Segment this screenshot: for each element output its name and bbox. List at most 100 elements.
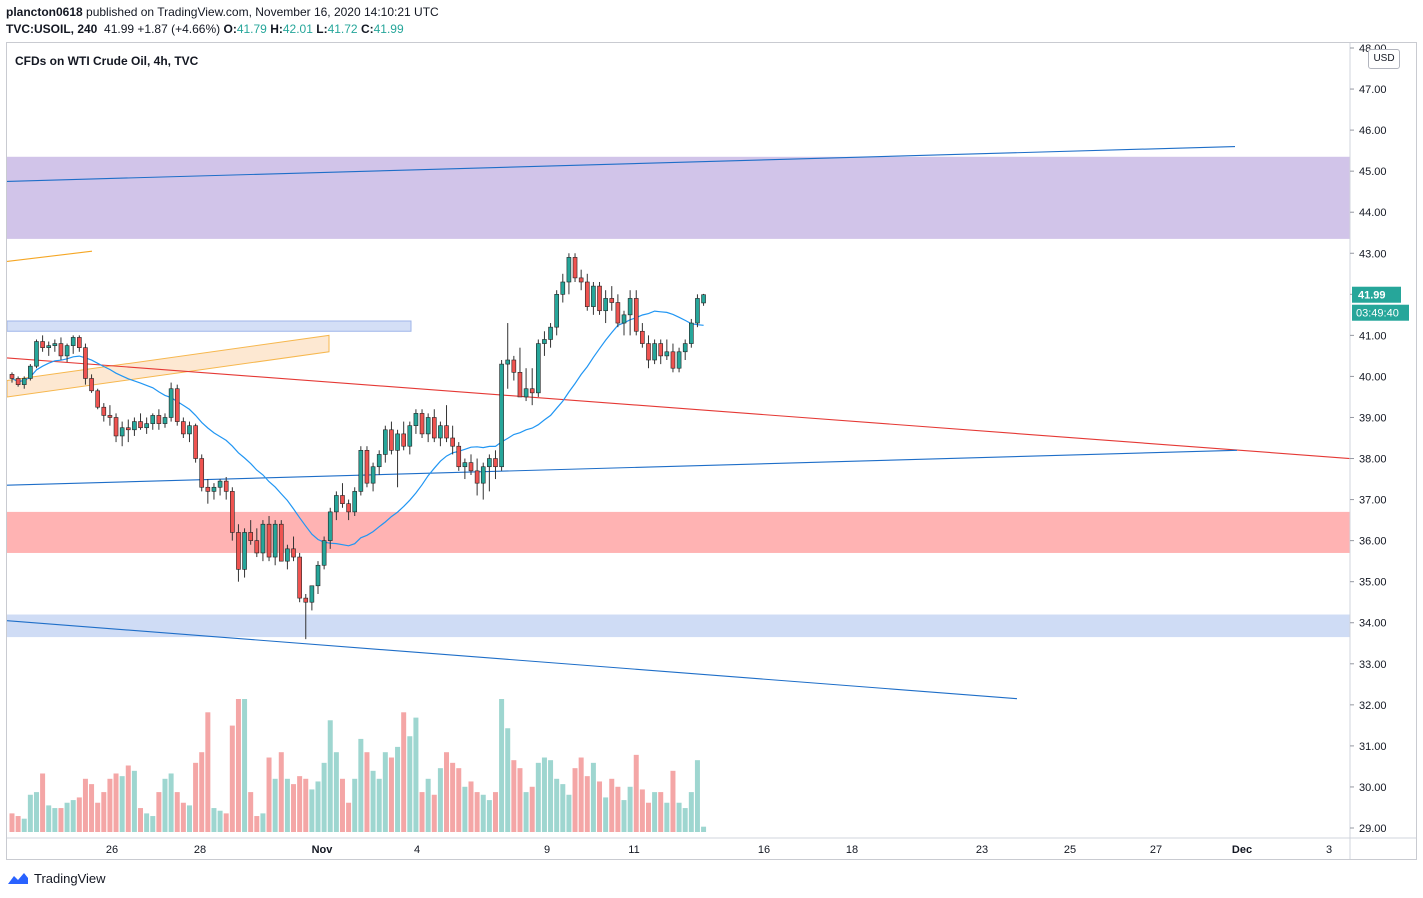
low-label: L: [316, 22, 328, 36]
publish-info: plancton0618 published on TradingView.co… [6, 5, 439, 19]
candle-body [107, 415, 113, 418]
high-value: 42.01 [282, 22, 313, 36]
volume-bar [401, 712, 407, 832]
volume-bar [517, 768, 523, 832]
currency-button[interactable]: USD [1368, 49, 1400, 69]
candle-body [309, 585, 315, 603]
candle-body [132, 421, 137, 431]
volume-bar [688, 792, 694, 832]
candle-body [230, 491, 235, 533]
volume-bar [560, 784, 566, 832]
volume-bar [492, 792, 498, 832]
price-chart[interactable]: 48.0047.0046.0045.0044.0043.0042.0041.00… [7, 43, 1416, 859]
volume-bar [499, 699, 505, 832]
candle-body [701, 294, 706, 304]
y-tick-label: 47.00 [1359, 84, 1387, 96]
candle-body [70, 337, 76, 346]
candle-body [285, 548, 290, 562]
volume-bar [327, 720, 333, 832]
x-tick-label: 18 [846, 844, 858, 856]
ohlc-legend: TVC:USOIL, 240 41.99 +1.87 (+4.66%) O:41… [6, 22, 404, 36]
volume-bar [554, 778, 560, 832]
volume-bar [388, 757, 394, 832]
candle-body [395, 433, 400, 451]
y-tick-label: 43.00 [1359, 248, 1387, 260]
candle-body [621, 314, 627, 324]
volume-bar [89, 784, 95, 832]
volume-bar [162, 778, 168, 832]
candle-body [652, 343, 657, 361]
candle-body [15, 378, 21, 385]
candle-body [242, 532, 247, 570]
candle-body [40, 341, 45, 348]
publish-text: published on TradingView.com, November 1… [82, 5, 439, 19]
y-tick-label: 29.00 [1359, 823, 1387, 835]
candle-body [83, 347, 88, 379]
lower-blue-trendline [7, 620, 1018, 700]
blue-zone-upper-border [7, 320, 412, 332]
volume-bar [21, 818, 27, 832]
volume-bar [321, 762, 327, 832]
candle-body [511, 359, 517, 373]
candle-body [125, 427, 131, 431]
volume-bar [101, 792, 107, 832]
volume-bar [590, 762, 596, 832]
x-tick-label: 4 [414, 844, 420, 856]
sma-line [11, 310, 704, 547]
volume-bar [113, 773, 119, 832]
candle-body [260, 523, 266, 554]
candle-body [352, 491, 358, 513]
x-tick-label: 9 [544, 844, 550, 856]
candle-body [407, 425, 413, 447]
candle-body [303, 597, 309, 603]
candle-body [150, 415, 156, 424]
volume-bar [535, 762, 541, 832]
x-tick-label: Nov [312, 844, 334, 856]
volume-bar [541, 757, 547, 832]
candle-body [223, 480, 229, 492]
volume-bar [462, 786, 468, 832]
candle-body [340, 495, 345, 504]
volume-bar [468, 781, 474, 832]
volume-bar [694, 760, 700, 832]
candle-body [523, 388, 529, 398]
author-name[interactable]: plancton0618 [6, 5, 83, 19]
volume-bar [58, 808, 64, 832]
volume-bar [144, 813, 150, 832]
volume-bar [407, 736, 413, 832]
candle-body [603, 298, 608, 312]
candle-body [627, 298, 633, 316]
volume-bar [376, 778, 382, 832]
candle-body [597, 285, 602, 312]
volume-bar [480, 794, 486, 832]
candle-body [248, 532, 253, 541]
candle-body [370, 466, 376, 484]
volume-bar [235, 699, 241, 832]
y-tick-label: 46.00 [1359, 125, 1387, 137]
candle-body [536, 343, 541, 394]
volume-bar [652, 792, 658, 832]
volume-bar [131, 770, 137, 832]
candle-body [315, 564, 321, 587]
volume-bar [597, 781, 603, 832]
volume-bar [701, 826, 707, 832]
candle-body [438, 425, 443, 439]
candle-body [389, 429, 394, 451]
footer-logo[interactable]: TradingView [6, 871, 106, 886]
candle-body [401, 433, 406, 447]
volume-bar [578, 757, 584, 832]
chart-frame[interactable]: 48.0047.0046.0045.0044.0043.0042.0041.00… [6, 42, 1417, 860]
candle-body [450, 437, 455, 447]
y-tick-label: 35.00 [1359, 577, 1387, 589]
volume-bar [425, 778, 431, 832]
volume-bar [658, 792, 664, 832]
volume-bar [511, 760, 517, 832]
candle-body [548, 326, 553, 340]
y-tick-label: 45.00 [1359, 166, 1387, 178]
candle-body [584, 281, 590, 307]
volume-bar [303, 778, 309, 832]
candle-body [664, 351, 670, 357]
volume-bar [199, 752, 205, 832]
candle-body [199, 458, 205, 488]
volume-bar [266, 757, 272, 832]
